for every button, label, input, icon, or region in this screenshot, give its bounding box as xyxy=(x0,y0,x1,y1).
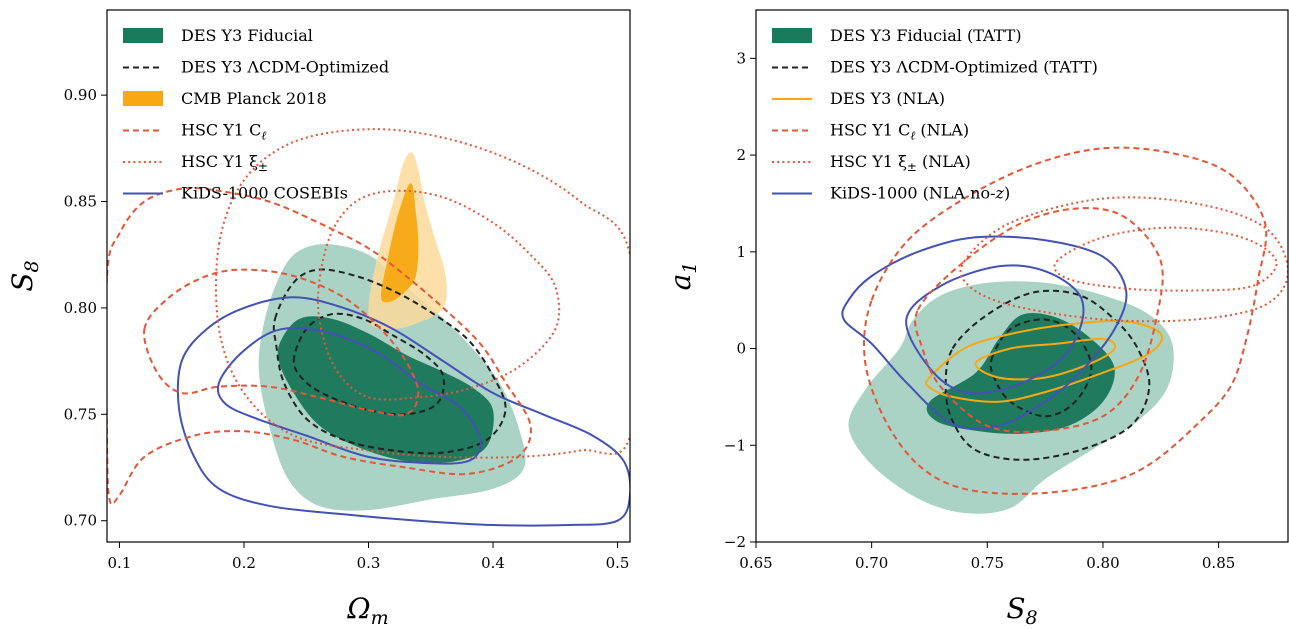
y-tick-label: 2 xyxy=(736,146,746,164)
y-tick-label: 0.80 xyxy=(64,299,97,317)
contour-0-9 xyxy=(143,268,420,417)
x-tick-label: 0.65 xyxy=(739,554,772,572)
contour-1-6 xyxy=(841,235,1128,431)
x-tick-label: 0.70 xyxy=(855,554,888,572)
contour-0-3 xyxy=(380,183,419,303)
right-x-axis-label: S8 xyxy=(1006,592,1037,629)
legend-label: HSC Y1 ξ± xyxy=(181,152,268,174)
legend-label: DES Y3 ΛCDM-Optimized xyxy=(181,58,389,77)
right-ticks: 0.65 0.70 0.75 0.80 0.85 −2 −1 0 1 2 3 xyxy=(724,49,1235,572)
legend-label: DES Y3 (NLA) xyxy=(830,89,945,108)
legend-label: HSC Y1 Cℓ (NLA) xyxy=(830,121,969,143)
legend-label: DES Y3 ΛCDM-Optimized (TATT) xyxy=(830,58,1098,77)
right-panel: 0.65 0.70 0.75 0.80 0.85 −2 −1 0 1 2 3 DES Y3 Fidu… xyxy=(664,9,1289,629)
left-x-axis-label: Ωm xyxy=(346,592,388,629)
contour-1-7 xyxy=(905,264,1085,395)
contour-1-2 xyxy=(944,289,1151,461)
legend-label: KiDS-1000 (NLA no-z) xyxy=(830,184,1010,203)
contour-1-11 xyxy=(1053,226,1278,292)
contour-1-3 xyxy=(989,318,1093,418)
x-tick-label: 0.2 xyxy=(232,554,256,572)
x-tick-label: 0.75 xyxy=(971,554,1004,572)
y-tick-label: −1 xyxy=(724,436,746,454)
contour-0-10 xyxy=(214,128,630,459)
y-tick-label: 1 xyxy=(736,243,746,261)
y-tick-label: 0.85 xyxy=(64,193,97,211)
left-contours xyxy=(107,128,630,527)
contour-0-7 xyxy=(216,327,482,465)
x-tick-label: 0.3 xyxy=(357,554,381,572)
legend-swatch xyxy=(123,28,163,43)
contour-0-11 xyxy=(316,189,561,401)
contour-0-5 xyxy=(292,312,445,416)
y-tick-label: 0.90 xyxy=(64,86,97,104)
legend-label: DES Y3 Fiducial xyxy=(181,26,313,45)
x-tick-label: 0.1 xyxy=(108,554,132,572)
left-legend: DES Y3 Fiducial DES Y3 ΛCDM-Optimized CMB … xyxy=(123,26,389,203)
legend-swatch xyxy=(772,28,812,43)
x-tick-label: 0.80 xyxy=(1086,554,1119,572)
legend-label: DES Y3 Fiducial (TATT) xyxy=(830,26,1022,45)
right-contours xyxy=(841,146,1288,514)
left-y-axis-label: S8 xyxy=(6,260,43,291)
contour-1-5 xyxy=(974,337,1116,381)
contour-1-9 xyxy=(914,207,1164,433)
left-ticks: 0.1 0.2 0.3 0.4 0.5 0.70 0.75 0.80 0.85 0.90 xyxy=(64,86,630,572)
y-tick-label: 0 xyxy=(736,340,746,358)
legend-label: CMB Planck 2018 xyxy=(181,89,327,108)
left-panel: 0.1 0.2 0.3 0.4 0.5 0.70 0.75 0.80 0.85 0.90 DES … xyxy=(6,9,631,629)
contour-1-4 xyxy=(924,319,1163,403)
y-tick-label: −2 xyxy=(724,533,746,551)
contour-0-6 xyxy=(176,296,630,527)
contour-0-8 xyxy=(107,187,532,506)
contour-1-10 xyxy=(959,196,1288,323)
y-tick-label: 3 xyxy=(736,49,746,67)
x-tick-label: 0.5 xyxy=(606,554,630,572)
right-y-axis-label: a1 xyxy=(664,262,701,291)
legend-label: HSC Y1 ξ± (NLA) xyxy=(830,152,971,174)
contour-1-8 xyxy=(863,146,1268,495)
x-tick-label: 0.4 xyxy=(481,554,505,572)
legend-swatch xyxy=(123,91,163,106)
right-axes-frame xyxy=(755,9,1289,543)
right-legend: DES Y3 Fiducial (TATT) DES Y3 ΛCDM-Optimi… xyxy=(772,26,1098,203)
legend-label: KiDS-1000 COSEBIs xyxy=(181,184,348,203)
y-tick-label: 0.70 xyxy=(64,512,97,530)
y-tick-label: 0.75 xyxy=(64,405,97,423)
legend-label: HSC Y1 Cℓ xyxy=(181,121,266,143)
contour-0-1 xyxy=(277,316,494,463)
x-tick-label: 0.85 xyxy=(1202,554,1235,572)
